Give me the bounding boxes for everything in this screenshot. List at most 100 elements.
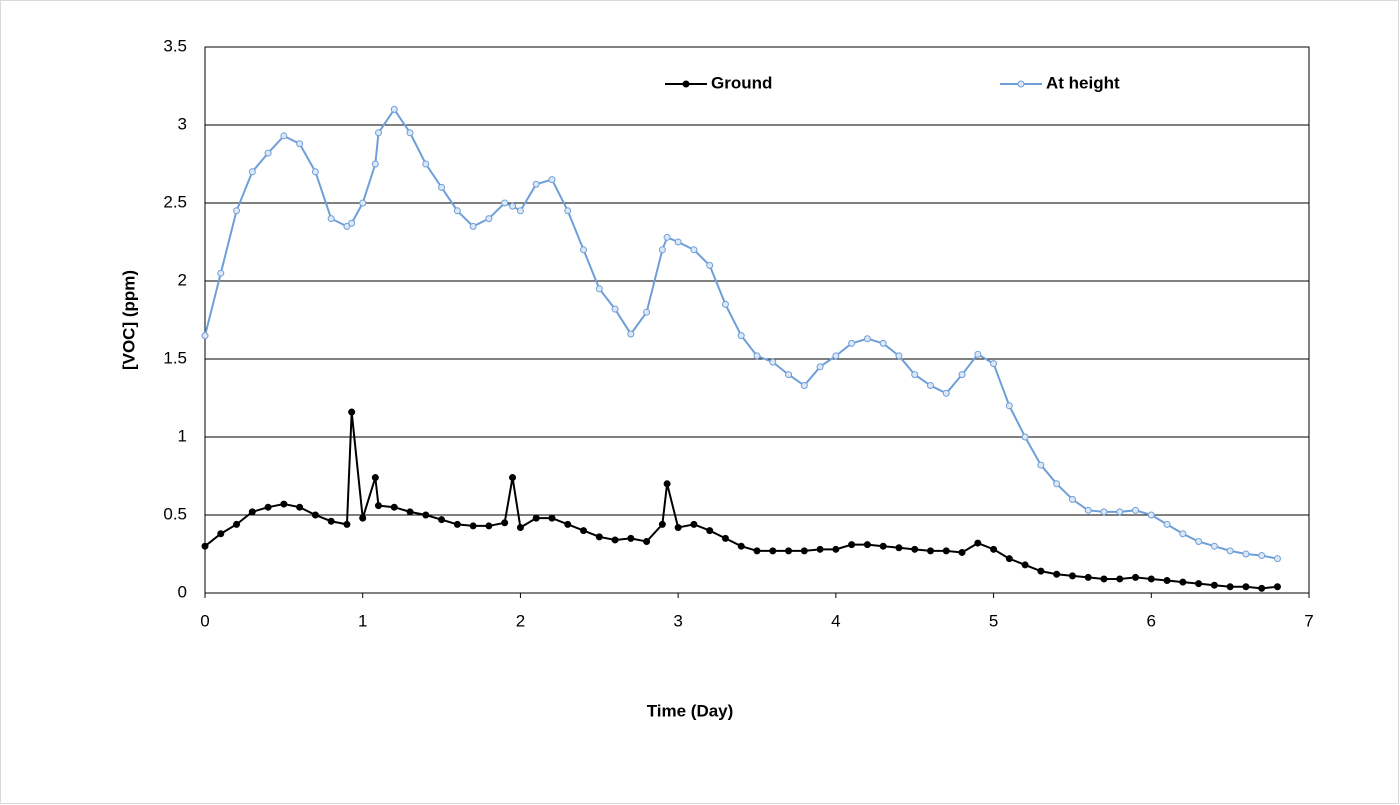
data-point	[501, 519, 509, 527]
data-point	[390, 503, 398, 511]
data-point	[348, 219, 356, 227]
y-tick-label: 1	[178, 426, 187, 445]
data-point	[863, 335, 871, 343]
data-point	[737, 542, 745, 550]
data-point	[769, 358, 777, 366]
data-point	[217, 269, 225, 277]
data-point	[343, 222, 351, 230]
y-tick-label: 2.5	[163, 192, 187, 211]
y-tick-label: 2	[178, 270, 187, 289]
data-point	[643, 538, 651, 546]
data-point	[800, 382, 808, 390]
data-point	[663, 480, 671, 488]
data-point	[721, 534, 729, 542]
data-point	[958, 371, 966, 379]
legend-label: Ground	[711, 73, 772, 92]
y-tick-label: 0.5	[163, 504, 187, 523]
data-point	[863, 541, 871, 549]
data-point	[1084, 506, 1092, 514]
y-axis-title: [VOC] (ppm)	[119, 270, 138, 370]
data-point	[895, 352, 903, 360]
data-point	[753, 352, 761, 360]
data-point	[1116, 508, 1124, 516]
data-point	[1147, 575, 1155, 583]
data-point	[1226, 547, 1234, 555]
data-point	[390, 105, 398, 113]
data-point	[595, 533, 603, 541]
data-point	[1084, 573, 1092, 581]
data-point	[721, 300, 729, 308]
data-point	[564, 207, 572, 215]
data-point	[311, 511, 319, 519]
data-point	[611, 536, 619, 544]
data-point	[453, 207, 461, 215]
data-point	[233, 207, 241, 215]
data-point	[406, 129, 414, 137]
data-point	[469, 522, 477, 530]
data-point	[1021, 433, 1029, 441]
legend-label: At height	[1046, 73, 1120, 92]
data-point	[371, 160, 379, 168]
data-point	[1068, 572, 1076, 580]
data-point	[296, 503, 304, 511]
data-point	[1053, 570, 1061, 578]
data-point	[469, 222, 477, 230]
data-point	[1242, 583, 1250, 591]
data-point	[348, 408, 356, 416]
legend-marker	[682, 80, 690, 88]
data-point	[311, 168, 319, 176]
data-point	[879, 542, 887, 550]
data-point	[327, 215, 335, 223]
y-tick-label: 3	[178, 114, 187, 133]
data-point	[580, 246, 588, 254]
data-point	[690, 520, 698, 528]
data-point	[264, 149, 272, 157]
data-point	[374, 502, 382, 510]
data-point	[343, 520, 351, 528]
data-point	[611, 305, 619, 313]
data-point	[769, 547, 777, 555]
data-point	[280, 500, 288, 508]
data-point	[1179, 530, 1187, 538]
data-point	[264, 503, 272, 511]
data-point	[359, 514, 367, 522]
data-point	[785, 371, 793, 379]
data-point	[1005, 402, 1013, 410]
data-point	[509, 474, 517, 482]
x-tick-label: 3	[673, 611, 682, 630]
data-point	[374, 129, 382, 137]
data-point	[485, 522, 493, 530]
data-point	[942, 547, 950, 555]
data-point	[595, 285, 603, 293]
data-point	[1242, 550, 1250, 558]
y-tick-label: 1.5	[163, 348, 187, 367]
data-point	[753, 547, 761, 555]
data-point	[816, 545, 824, 553]
data-point	[548, 176, 556, 184]
data-point	[832, 352, 840, 360]
data-point	[1021, 561, 1029, 569]
data-point	[990, 360, 998, 368]
data-point	[958, 548, 966, 556]
data-point	[658, 246, 666, 254]
data-point	[371, 474, 379, 482]
data-point	[548, 514, 556, 522]
plot-border	[204, 46, 1310, 594]
data-point	[1258, 552, 1266, 560]
legend-marker	[1017, 80, 1025, 88]
data-point	[1053, 480, 1061, 488]
data-point	[516, 523, 524, 531]
data-point	[1163, 520, 1171, 528]
data-point	[248, 508, 256, 516]
data-point	[422, 511, 430, 519]
data-point	[926, 382, 934, 390]
data-point	[1037, 461, 1045, 469]
data-point	[627, 330, 635, 338]
x-tick-label: 7	[1304, 611, 1313, 630]
data-point	[643, 308, 651, 316]
data-point	[1258, 584, 1266, 592]
data-point	[1273, 555, 1281, 563]
data-point	[509, 202, 517, 210]
data-point	[974, 350, 982, 358]
